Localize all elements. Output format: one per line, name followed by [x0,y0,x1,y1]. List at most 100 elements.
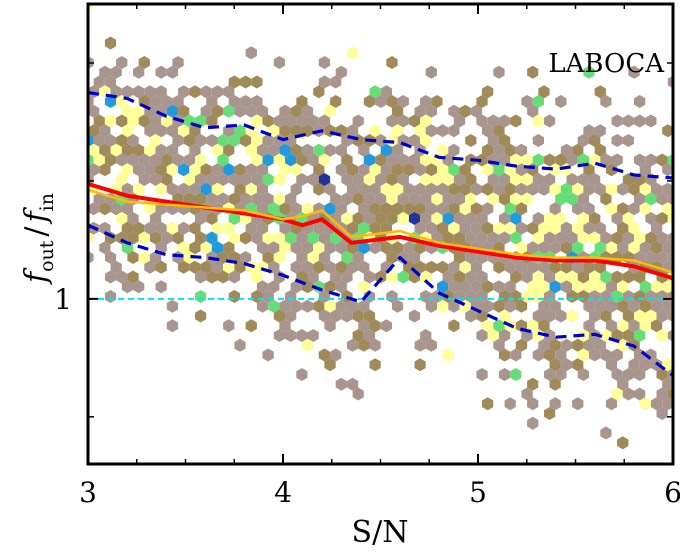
hexbin-cell [149,212,162,225]
hexbin-cell [324,319,336,333]
hexbin-cell [195,212,207,225]
hexbin-cell [437,260,449,274]
hexbin-cell [465,270,477,284]
hexbin-cell [504,280,516,294]
hexbin-cell [622,368,634,381]
hexbin-cell [448,280,460,294]
hexbin-cell [189,85,201,99]
hexbin-cell [149,173,162,186]
hexbin-cell [133,182,145,196]
hexbin-cell [273,192,285,206]
hexbin-cell [352,309,364,323]
hexbin-cell [634,95,646,108]
hexbin-cell [577,270,589,284]
hexbin-cell [403,182,415,196]
hexbin-cell [476,95,488,108]
hexbin-cell [442,231,454,245]
hexbin-cell [521,270,533,284]
hexbin-cell [93,153,105,167]
hexbin-cell [178,85,190,99]
hexbin-cell [217,192,229,206]
hexbin-cell [600,153,612,167]
hexbin-cell [127,114,139,128]
hexbin-cell [178,221,190,235]
hexbin-cell [386,56,398,69]
hexbin-cell [211,260,224,274]
hexbin-cell [476,114,488,128]
hexbin-cell [240,75,252,89]
hexbin-cell [504,221,516,235]
hexbin-cell [549,221,561,235]
hexbin-cell [279,143,291,157]
hexbin-cell [290,280,302,294]
hexbin-cell [285,329,297,342]
hexbin-cell [262,348,274,362]
hexbin-cell [369,182,381,196]
hexbin-cell [375,134,387,147]
hexbin-cell [504,260,516,274]
hexbin-cell [453,251,466,264]
hexbin-cell [200,104,212,118]
hexbin-cell [594,260,606,274]
hexbin-cell [656,407,668,420]
hexbin-cell [313,182,325,196]
hexbin-cell [335,260,347,274]
hexbin-cell [476,270,488,284]
hexbin-cell [386,95,398,108]
hexbin-cell [420,134,432,147]
hexbin-cell [589,231,601,245]
hexbin-cell [217,153,229,167]
hexbin-cell [611,114,623,128]
hexbin-cell [617,221,629,235]
hexbin-cell [341,270,353,284]
hexbin-cell [662,299,673,313]
hexbin-cell [594,280,606,294]
hexbin-cell [549,280,561,294]
hexbin-cell [380,143,392,157]
hexbin-cell [104,134,117,147]
hexbin-cell [240,231,252,245]
hexbin-cell [307,251,319,264]
hexbin-cell [650,241,663,255]
hexbin-cell [369,124,381,138]
hexbin-cell [211,182,224,196]
hexbin-cell [532,212,544,225]
hexbin-cell [639,202,651,216]
hexbin-cell [577,212,589,225]
hexbin-cell [386,153,398,167]
hexbin-cell [470,260,482,274]
x-tick-label: 5 [469,476,487,509]
hexbin-cell [256,280,269,294]
hexbin-cell [605,202,618,216]
hexbin-cell [121,124,133,138]
hexbin-cell [510,212,522,225]
hexbin-cell [594,182,606,196]
hexbin-cell [392,241,404,255]
hexbin-cell [605,280,618,294]
hexbin-cell [279,163,291,177]
annotation-laboca: LABOCA [548,49,665,79]
hexbin-cell [172,231,184,245]
hexbin-cell [493,163,505,177]
hexbin-cell [622,387,634,401]
hexbin-cell [583,163,595,177]
hexbin-cell [290,202,302,216]
hexbin-cell [589,309,601,323]
hexbin-cell [600,192,612,206]
hexbin-cell [656,192,668,206]
hexbin-cell [448,124,460,138]
hexbin-cell [510,173,522,186]
hexbin-cell [363,329,376,342]
hexbin-cell [318,348,331,362]
hexbin-cell [178,260,190,274]
hexbin-cell [189,241,201,255]
hexbin-cell [166,104,179,118]
hexbin-cell [93,75,105,89]
hexbin-cell [380,202,392,216]
hexbin-cell [313,85,325,99]
hexbin-cell [341,192,353,206]
hexbin-cell [583,338,595,352]
hexbin-cell [104,270,117,284]
hexbin-cell [560,280,573,294]
hexbin-cell [622,270,634,284]
